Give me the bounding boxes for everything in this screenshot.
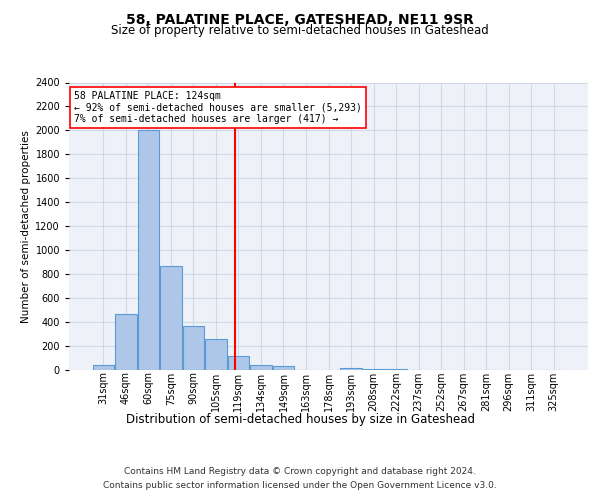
Bar <box>340 368 362 370</box>
Y-axis label: Number of semi-detached properties: Number of semi-detached properties <box>21 130 31 322</box>
Text: 58, PALATINE PLACE, GATESHEAD, NE11 9SR: 58, PALATINE PLACE, GATESHEAD, NE11 9SR <box>126 12 474 26</box>
Bar <box>182 326 204 370</box>
Bar <box>92 364 114 370</box>
Bar <box>137 130 159 370</box>
Text: Distribution of semi-detached houses by size in Gateshead: Distribution of semi-detached houses by … <box>125 412 475 426</box>
Bar <box>228 356 249 370</box>
Bar <box>273 366 294 370</box>
Text: Size of property relative to semi-detached houses in Gateshead: Size of property relative to semi-detach… <box>111 24 489 37</box>
Bar <box>115 314 137 370</box>
Text: 58 PALATINE PLACE: 124sqm
← 92% of semi-detached houses are smaller (5,293)
7% o: 58 PALATINE PLACE: 124sqm ← 92% of semi-… <box>74 91 362 124</box>
Text: Contains HM Land Registry data © Crown copyright and database right 2024.: Contains HM Land Registry data © Crown c… <box>124 468 476 476</box>
Bar <box>205 340 227 370</box>
Bar <box>385 369 407 370</box>
Bar <box>250 365 272 370</box>
Bar <box>363 369 384 370</box>
Text: Contains public sector information licensed under the Open Government Licence v3: Contains public sector information licen… <box>103 481 497 490</box>
Bar <box>160 266 182 370</box>
